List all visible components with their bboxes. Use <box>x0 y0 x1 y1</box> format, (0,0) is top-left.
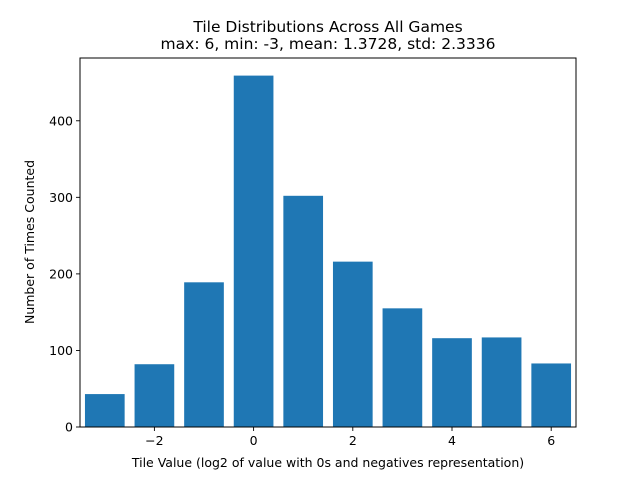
y-tick-label: 400 <box>49 113 73 128</box>
bar-2 <box>184 282 224 427</box>
bar-1 <box>134 364 175 427</box>
bar-3 <box>233 75 274 428</box>
x-tick-label: 0 <box>250 433 258 448</box>
bar-0 <box>84 394 125 427</box>
bars-group <box>84 75 572 428</box>
plot-frame <box>79 57 577 428</box>
chart-subtitle: max: 6, min: -3, mean: 1.3728, std: 2.33… <box>161 35 496 53</box>
y-axis-label: Number of Times Counted <box>22 160 37 324</box>
x-axis-ticks: −2 0 2 4 6 <box>145 427 555 448</box>
bar-5 <box>332 261 373 427</box>
y-tick-label: 100 <box>49 343 73 358</box>
bar-7 <box>432 338 472 427</box>
y-tick-label: 300 <box>49 190 73 205</box>
x-tick-label: 4 <box>448 433 456 448</box>
y-tick-label: 0 <box>65 420 73 435</box>
bar-8 <box>481 337 522 427</box>
x-tick-label: 6 <box>547 433 555 448</box>
bar-6 <box>382 308 423 427</box>
x-tick-label: 2 <box>349 433 357 448</box>
chart-title: Tile Distributions Across All Games <box>192 18 462 36</box>
y-tick-label: 200 <box>49 266 73 281</box>
x-tick-label: −2 <box>145 433 163 448</box>
x-axis-label: Tile Value (log2 of value with 0s and ne… <box>131 455 524 470</box>
bar-4 <box>283 195 324 427</box>
bar-9 <box>531 363 572 427</box>
y-axis-ticks: 0 100 200 300 400 <box>49 113 80 435</box>
